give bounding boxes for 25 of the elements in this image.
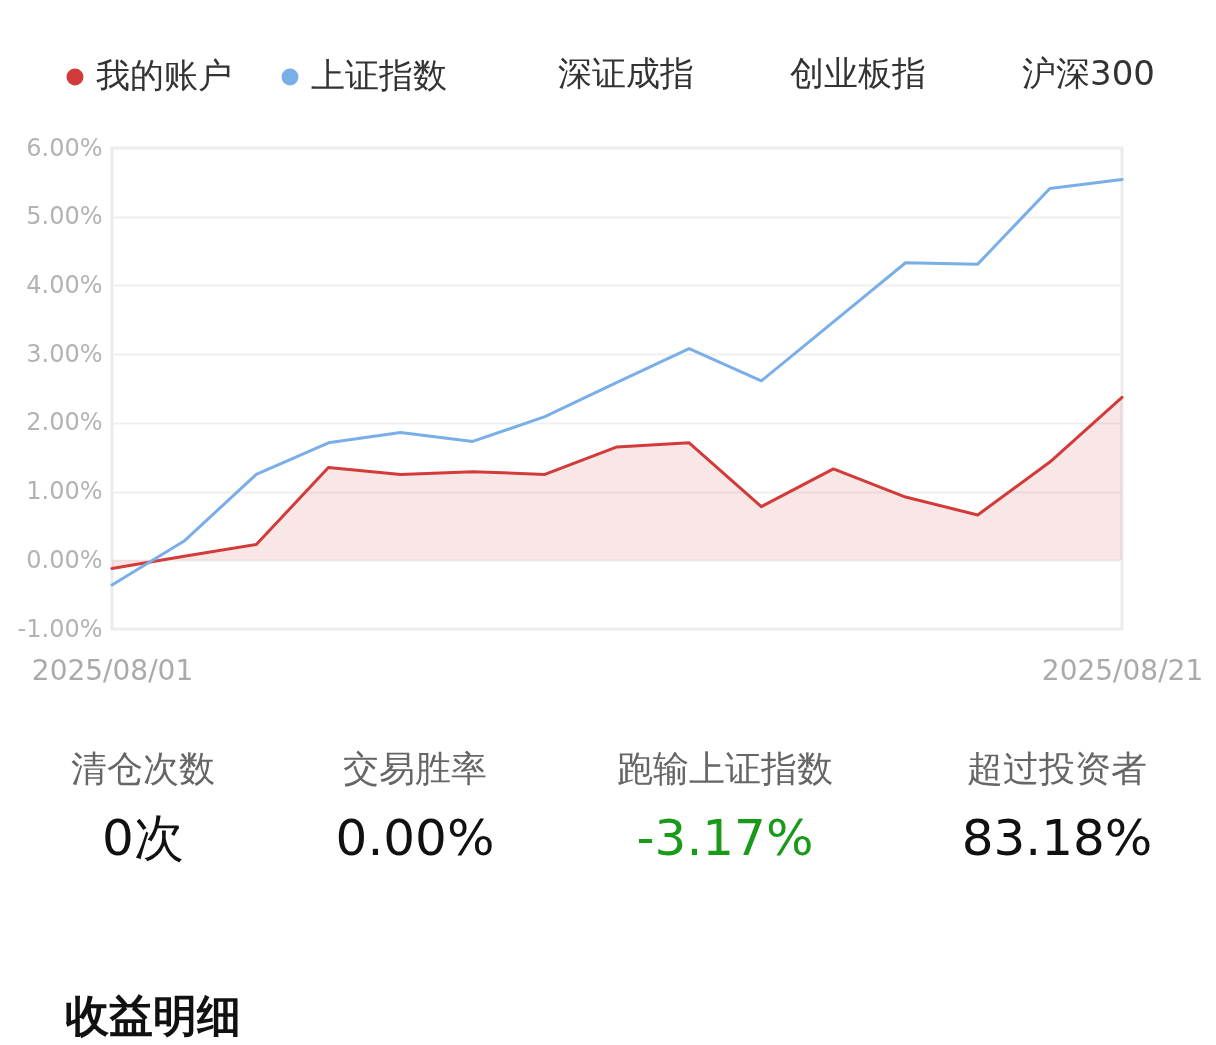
text: 收益明细 <box>65 990 241 1041</box>
y-tick-label: 5.00% <box>26 202 103 231</box>
y-tick-label: 4.00% <box>26 270 103 299</box>
text: -3.17% <box>636 809 814 867</box>
text: 清仓次数 <box>71 748 215 789</box>
text: 0.00% <box>335 809 495 867</box>
x-tick-label: 2025/08/01 <box>31 653 194 687</box>
y-tick-label: 1.00% <box>26 477 103 506</box>
text: 沪深300 <box>1022 53 1155 93</box>
text: 0次 <box>102 809 184 867</box>
x-tick-label: 2025/08/21 <box>1041 653 1204 687</box>
y-tick-label: 2.00% <box>26 408 103 437</box>
line-series <box>110 178 1124 587</box>
legend-label: 我的账户 <box>96 55 232 95</box>
y-tick-label: 6.00% <box>26 133 103 162</box>
text: 交易胜率 <box>343 748 487 789</box>
text: 超过投资者 <box>967 748 1147 789</box>
text: 跑输上证指数 <box>617 748 833 789</box>
y-tick-label: 0.00% <box>26 545 103 574</box>
y-tick-label: 3.00% <box>26 339 103 368</box>
y-tick-label: -1.00% <box>17 614 103 643</box>
legend-label: 上证指数 <box>311 55 447 95</box>
text: 83.18% <box>961 809 1153 867</box>
text: 深证成指 <box>558 53 694 93</box>
text: 创业板指 <box>790 53 926 93</box>
